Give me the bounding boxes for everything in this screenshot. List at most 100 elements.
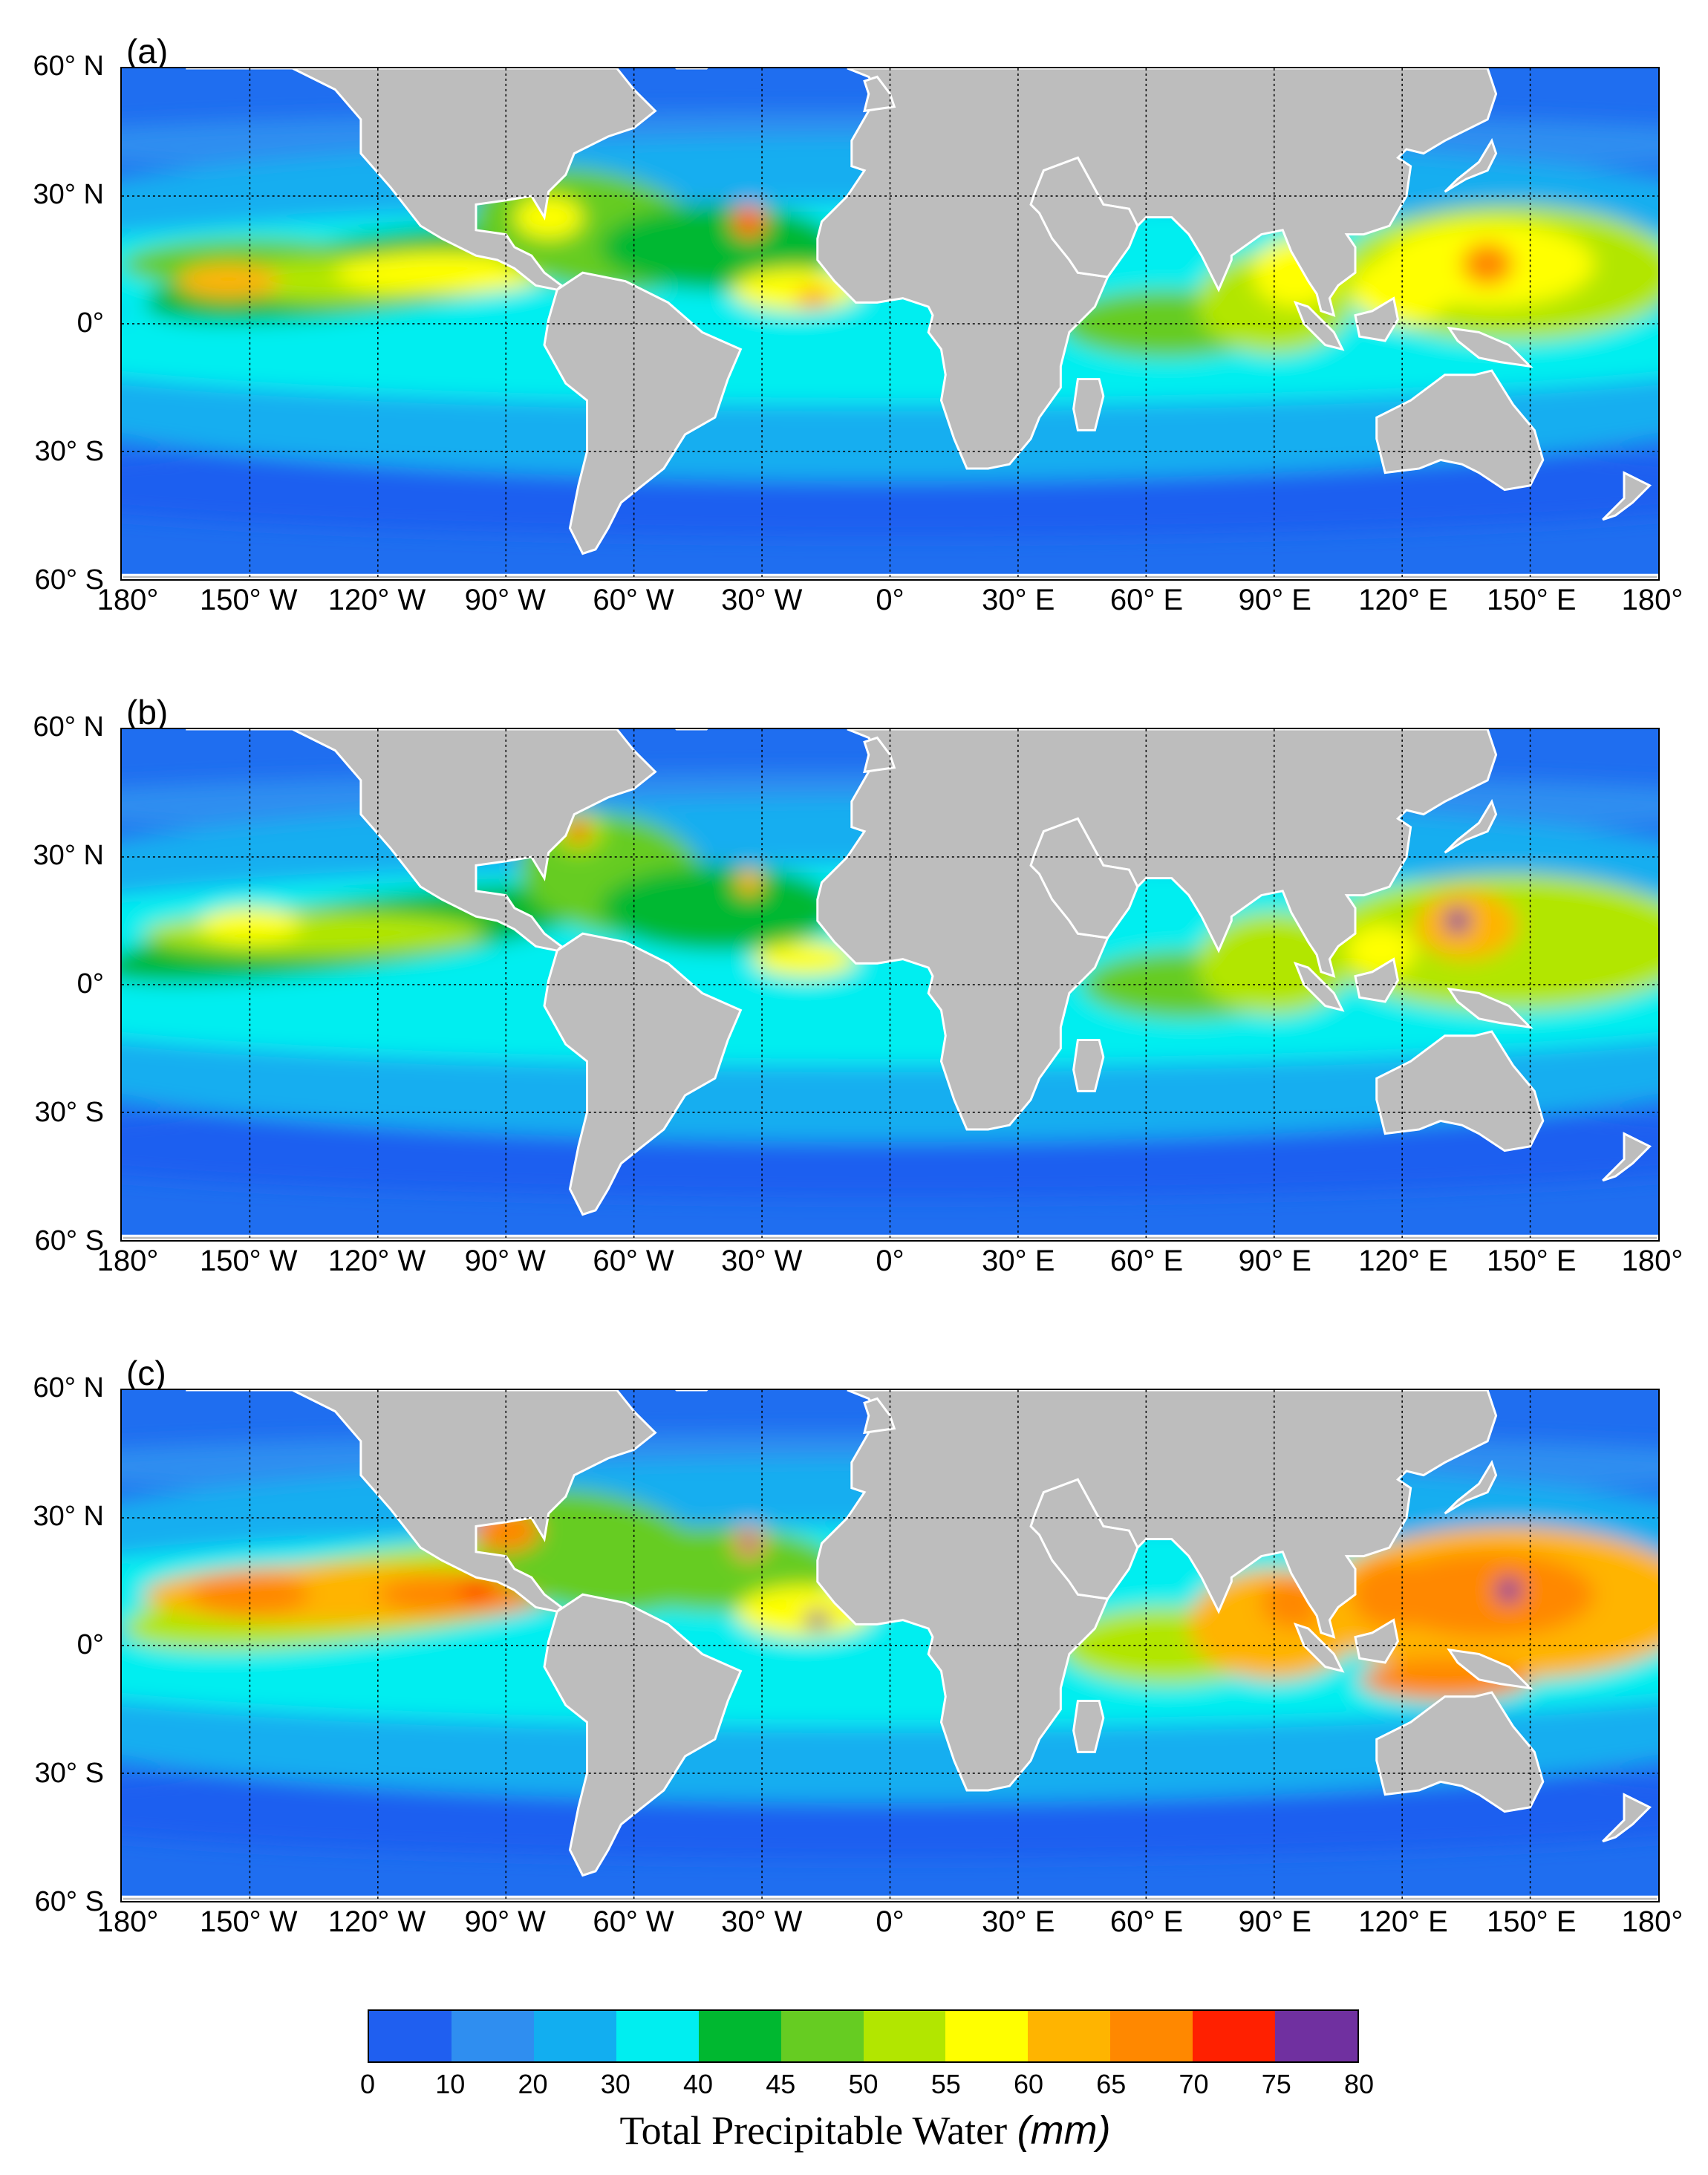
lon-tick-label: 150° W	[199, 1245, 298, 1277]
lon-tick-label: 180°	[97, 1905, 159, 1938]
colorbar-swatch	[616, 2011, 699, 2061]
land-uk	[863, 1397, 896, 1435]
lat-tick-label: 30° N	[33, 840, 104, 871]
lon-tick-label: 60° E	[1109, 1905, 1184, 1938]
tpw-map-b	[120, 728, 1660, 1242]
moisture-region	[599, 204, 839, 290]
land-north-america	[186, 68, 657, 291]
moisture-region	[514, 196, 583, 239]
land-madagascar	[1072, 1700, 1105, 1753]
land-north-america	[186, 729, 657, 952]
colorbar-unit: (mm)	[1017, 2108, 1111, 2153]
lon-tick-label: 30° E	[982, 1905, 1055, 1938]
lon-tick-label: 60° W	[593, 1905, 674, 1938]
colorbar-swatch	[698, 2011, 781, 2061]
lon-tick-label: 180°	[1621, 1245, 1683, 1277]
moisture-region	[198, 907, 301, 942]
colorbar-tick-label: 55	[930, 2069, 961, 2099]
land-sumatra	[1293, 300, 1345, 351]
land-new-zealand	[1602, 1132, 1652, 1182]
lon-tick-label: 30° W	[721, 1905, 803, 1938]
land-new-zealand	[1602, 1793, 1652, 1843]
lon-tick-label: 150° W	[199, 1905, 298, 1938]
colorbar-swatch	[1193, 2011, 1276, 2061]
land-borneo	[1354, 957, 1399, 1003]
colorbar-tick-label: 80	[1343, 2069, 1375, 2099]
colorbar-tick-label: 0	[359, 2069, 376, 2099]
panel-label-b: (b)	[126, 693, 169, 731]
moisture-region	[189, 1573, 310, 1616]
land-japan	[1444, 1459, 1498, 1515]
land-borneo	[1354, 1618, 1399, 1664]
map-panel-b: (b) 60° N 30° N 0° 30° S 60° S 180° 150° W 120° …	[0, 691, 1708, 1337]
colorbar-tick-label: 30	[600, 2069, 630, 2099]
colorbar-swatch	[1028, 2011, 1111, 2061]
colorbar-swatch	[1275, 2011, 1358, 2061]
lon-tick-label: 30° W	[721, 1245, 803, 1277]
lon-tick-label: 90° W	[464, 584, 546, 616]
lon-tick-label: 180°	[1621, 584, 1683, 616]
lon-tick-label: 60° E	[1109, 1245, 1184, 1277]
land-arabia-fill	[1029, 1478, 1139, 1600]
colorbar-tick-label: 70	[1179, 2069, 1209, 2099]
land-south-america	[543, 932, 743, 1216]
land-borneo	[1354, 296, 1399, 342]
map-panel-a: (a) 60° N 30° N 0° 30° S 60° S 180° 150° W 120° …	[0, 30, 1708, 676]
moisture-region	[740, 1534, 758, 1552]
land-sumatra	[1293, 1622, 1345, 1673]
land-new-guinea	[1447, 1648, 1533, 1690]
lon-tick-label: 30° E	[982, 584, 1055, 616]
moisture-region	[1381, 1551, 1594, 1637]
lat-tick-label: 0°	[76, 307, 104, 339]
lon-tick-label: 150° E	[1486, 1245, 1577, 1277]
colorbar-swatch	[533, 2011, 616, 2061]
colorbar-swatch	[945, 2011, 1029, 2061]
land-uk	[863, 736, 896, 774]
colorbar-tick-label: 40	[682, 2069, 714, 2099]
land-japan	[1444, 798, 1498, 854]
moisture-region	[143, 912, 485, 955]
land-new-zealand	[1602, 471, 1652, 521]
colorbar-tick-label: 20	[518, 2069, 548, 2099]
moisture-region	[567, 821, 590, 842]
land-madagascar	[1072, 1039, 1105, 1092]
lon-tick-label: 90° W	[464, 1245, 546, 1277]
lat-tick-label: 60° S	[34, 564, 104, 596]
colorbar-tick-label: 45	[766, 2069, 796, 2099]
moisture-region	[599, 865, 839, 951]
lon-tick-label: 180°	[97, 1245, 159, 1277]
lon-tick-label: 150° E	[1486, 584, 1577, 616]
lat-tick-label: 30° N	[33, 179, 104, 210]
lon-tick-label: 120° W	[327, 584, 426, 616]
moisture-region	[1496, 1577, 1522, 1603]
colorbar-swatch	[451, 2011, 534, 2061]
tpw-map-a	[120, 67, 1660, 581]
lon-tick-label: 120° E	[1358, 1245, 1448, 1277]
land-north-america	[186, 1390, 657, 1613]
tpw-map-c	[120, 1389, 1660, 1902]
lon-tick-label: 150° W	[199, 584, 298, 616]
lon-tick-label: 0°	[876, 1245, 904, 1277]
colorbar-swatch	[1110, 2011, 1193, 2061]
map-canvas-b	[122, 729, 1658, 1240]
lon-tick-label: 150° E	[1486, 1905, 1577, 1938]
lon-tick-label: 180°	[1621, 1905, 1683, 1938]
land-australia	[1375, 1691, 1545, 1813]
lon-tick-label: 90° E	[1238, 1905, 1311, 1938]
land-new-guinea	[1447, 987, 1533, 1029]
moisture-region	[1346, 925, 1415, 976]
moisture-region	[736, 870, 763, 896]
panel-label-c: (c)	[126, 1354, 166, 1392]
map-canvas-c	[122, 1390, 1658, 1901]
land-new-guinea	[1447, 326, 1533, 368]
moisture-region	[796, 290, 831, 307]
moisture-region	[1351, 255, 1454, 324]
moisture-region	[1444, 907, 1471, 934]
lon-tick-label: 60° W	[593, 584, 674, 616]
lon-tick-label: 60° E	[1109, 584, 1184, 616]
land-arabia-fill	[1029, 817, 1139, 939]
lon-tick-label: 90° E	[1238, 584, 1311, 616]
land-south-america	[543, 1593, 743, 1877]
panel-label-a: (a)	[126, 32, 169, 71]
lon-tick-label: 90° W	[464, 1905, 546, 1938]
